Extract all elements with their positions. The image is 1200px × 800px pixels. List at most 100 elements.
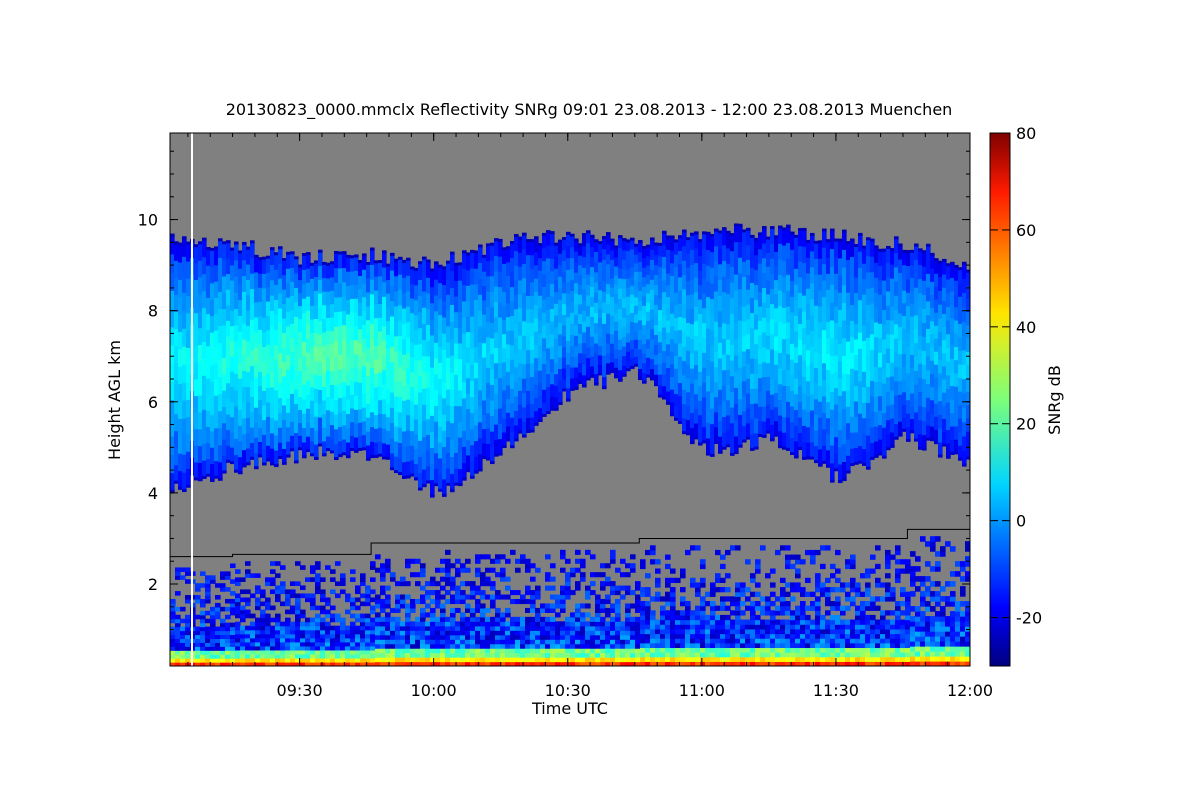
boundary-layer-cell — [550, 603, 556, 609]
cloud-cell — [438, 410, 443, 427]
cloud-cell — [758, 391, 763, 407]
boundary-layer-cell — [625, 612, 631, 618]
boundary-layer-cell — [350, 633, 356, 639]
boundary-layer-cell — [450, 621, 456, 627]
boundary-layer-cell — [215, 650, 221, 655]
boundary-layer-cell — [260, 637, 266, 643]
cloud-cell — [346, 384, 351, 400]
cloud-cell — [486, 351, 491, 368]
boundary-layer-cell — [260, 649, 266, 655]
cloud-cell — [938, 304, 943, 319]
boundary-layer-cell — [635, 585, 641, 591]
cloud-cell — [274, 374, 279, 391]
cloud-top-edge — [174, 241, 179, 245]
cloud-cell — [906, 292, 911, 307]
cloud-top-edge — [218, 238, 223, 242]
boundary-layer-cell — [530, 630, 536, 636]
boundary-layer-cell — [215, 626, 221, 632]
cloud-cell — [598, 364, 603, 375]
cloud-cell — [526, 295, 531, 310]
boundary-layer-cell — [425, 581, 431, 587]
cloud-cell — [810, 266, 815, 284]
cloud-cell — [238, 425, 243, 442]
boundary-layer-cell — [620, 652, 626, 658]
cloud-cell — [630, 276, 635, 286]
boundary-layer-cell — [615, 598, 621, 605]
boundary-layer-cell — [450, 661, 456, 666]
cloud-cell — [538, 382, 543, 396]
cloud-top-edge — [934, 258, 939, 262]
boundary-layer-cell — [515, 639, 521, 645]
cloud-cell — [238, 440, 243, 458]
cloud-cell — [422, 468, 427, 486]
boundary-layer-cell — [280, 649, 286, 655]
cloud-cell — [614, 348, 619, 359]
boundary-layer-cell — [570, 590, 576, 596]
cloud-cell — [174, 243, 179, 261]
cloud-cell — [742, 321, 747, 337]
cloud-cell — [554, 303, 559, 316]
cloud-cell — [770, 228, 775, 244]
cloud-cell — [654, 254, 659, 266]
cloud-cell — [426, 465, 431, 483]
boundary-layer-cell — [270, 605, 276, 611]
cloud-top-edge — [574, 238, 579, 242]
boundary-layer-cell — [445, 590, 451, 596]
cloud-cell — [838, 292, 843, 310]
cloud-cell — [470, 316, 475, 333]
cloud-cell — [918, 391, 923, 407]
cloud-cell — [430, 270, 435, 288]
cloud-cell — [870, 287, 875, 304]
cloud-cell — [874, 351, 879, 368]
cloud-cell — [222, 455, 227, 473]
boundary-layer-cell — [385, 661, 391, 666]
cloud-cell — [506, 248, 511, 263]
cloud-cell — [174, 413, 179, 432]
cloud-cell — [438, 346, 443, 363]
cloud-cell — [558, 299, 563, 312]
boundary-layer-cell — [445, 598, 451, 605]
cloud-cell — [622, 268, 627, 280]
cloud-cell — [182, 364, 187, 383]
boundary-layer-cell — [615, 603, 621, 609]
cloud-cell — [382, 384, 387, 400]
cloud-top-edge — [890, 248, 895, 252]
cloud-cell — [910, 418, 915, 432]
cloud-cell — [434, 294, 439, 312]
cloud-cell — [906, 426, 911, 441]
cloud-cell — [366, 347, 371, 363]
cloud-cell — [302, 384, 307, 400]
cloud-cell — [874, 292, 879, 308]
boundary-layer-cell — [265, 661, 271, 666]
boundary-layer-cell — [590, 554, 596, 560]
cloud-cell — [482, 414, 487, 430]
cloud-cell — [566, 328, 571, 342]
cloud-cell — [686, 280, 691, 296]
boundary-layer-cell — [590, 590, 596, 596]
cloud-cell — [198, 344, 203, 362]
cloud-cell — [322, 291, 327, 306]
cloud-cell — [238, 315, 243, 332]
boundary-layer-cell — [575, 612, 581, 618]
boundary-layer-cell — [615, 616, 621, 622]
boundary-layer-cell — [665, 563, 671, 570]
cloud-cell — [862, 417, 867, 434]
boundary-layer-cell — [390, 576, 396, 582]
cloud-base-edge — [662, 396, 667, 400]
boundary-layer-cell — [320, 617, 326, 623]
boundary-layer-cell — [325, 613, 331, 619]
boundary-layer-cell — [265, 605, 271, 611]
boundary-layer-cell — [450, 634, 456, 640]
boundary-layer-cell — [560, 639, 566, 645]
cloud-cell — [862, 386, 867, 403]
cloud-cell — [374, 262, 379, 277]
cloud-cell — [538, 295, 543, 309]
cloud-cell — [858, 380, 863, 398]
cloud-cell — [478, 373, 483, 391]
cloud-cell — [762, 302, 767, 318]
cloud-cell — [170, 417, 175, 437]
boundary-layer-cell — [670, 642, 676, 649]
cloud-cell — [778, 305, 783, 322]
boundary-layer-cell — [640, 647, 646, 653]
cloud-cell — [170, 253, 175, 273]
